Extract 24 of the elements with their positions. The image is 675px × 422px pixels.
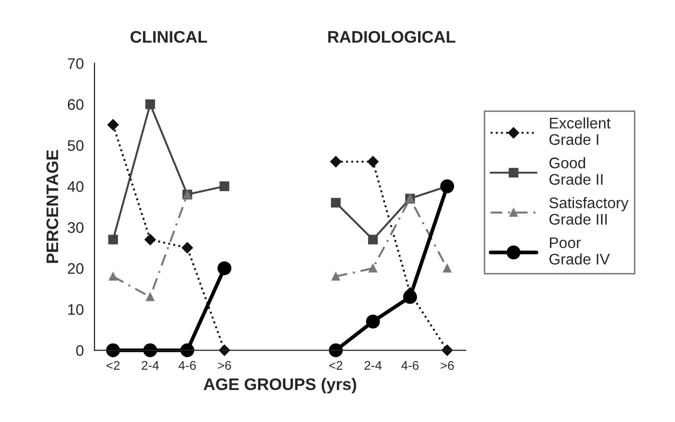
- y-tick-label: 10: [68, 304, 84, 315]
- text: RADIOLOGICAL: [328, 30, 456, 43]
- legend-label: Poor Grade IV: [549, 237, 610, 265]
- legend-label: Excellent Grade I: [549, 117, 611, 145]
- y-tick-label: 60: [68, 99, 84, 110]
- legend-label: Good Grade II: [549, 157, 602, 185]
- y-tick-label: 50: [68, 140, 84, 151]
- y-tick-label: 30: [68, 222, 84, 233]
- y-tick-label: 70: [68, 58, 84, 69]
- x-tick-label: >6: [440, 361, 454, 370]
- y-tick-label: 40: [67, 181, 84, 192]
- x-tick-label: 2-4: [364, 361, 382, 370]
- x-axis-title: AGE GROUPS (yrs): [204, 378, 356, 394]
- x-tick-label: 2-4: [142, 361, 159, 370]
- y-axis-title: PERCENTAGE: [46, 150, 58, 263]
- y-tick-label: 0: [76, 345, 84, 356]
- x-tick-label: <2: [329, 361, 342, 370]
- y-tick-label: 20: [68, 263, 84, 274]
- legend-label: Satisfactory Grade III: [549, 197, 628, 225]
- x-tick-label: 4-6: [178, 361, 196, 370]
- x-tick-label: <2: [106, 361, 120, 370]
- text: CLINICAL: [130, 30, 208, 43]
- x-tick-label: 4-6: [401, 361, 419, 370]
- x-tick-label: >6: [218, 361, 232, 370]
